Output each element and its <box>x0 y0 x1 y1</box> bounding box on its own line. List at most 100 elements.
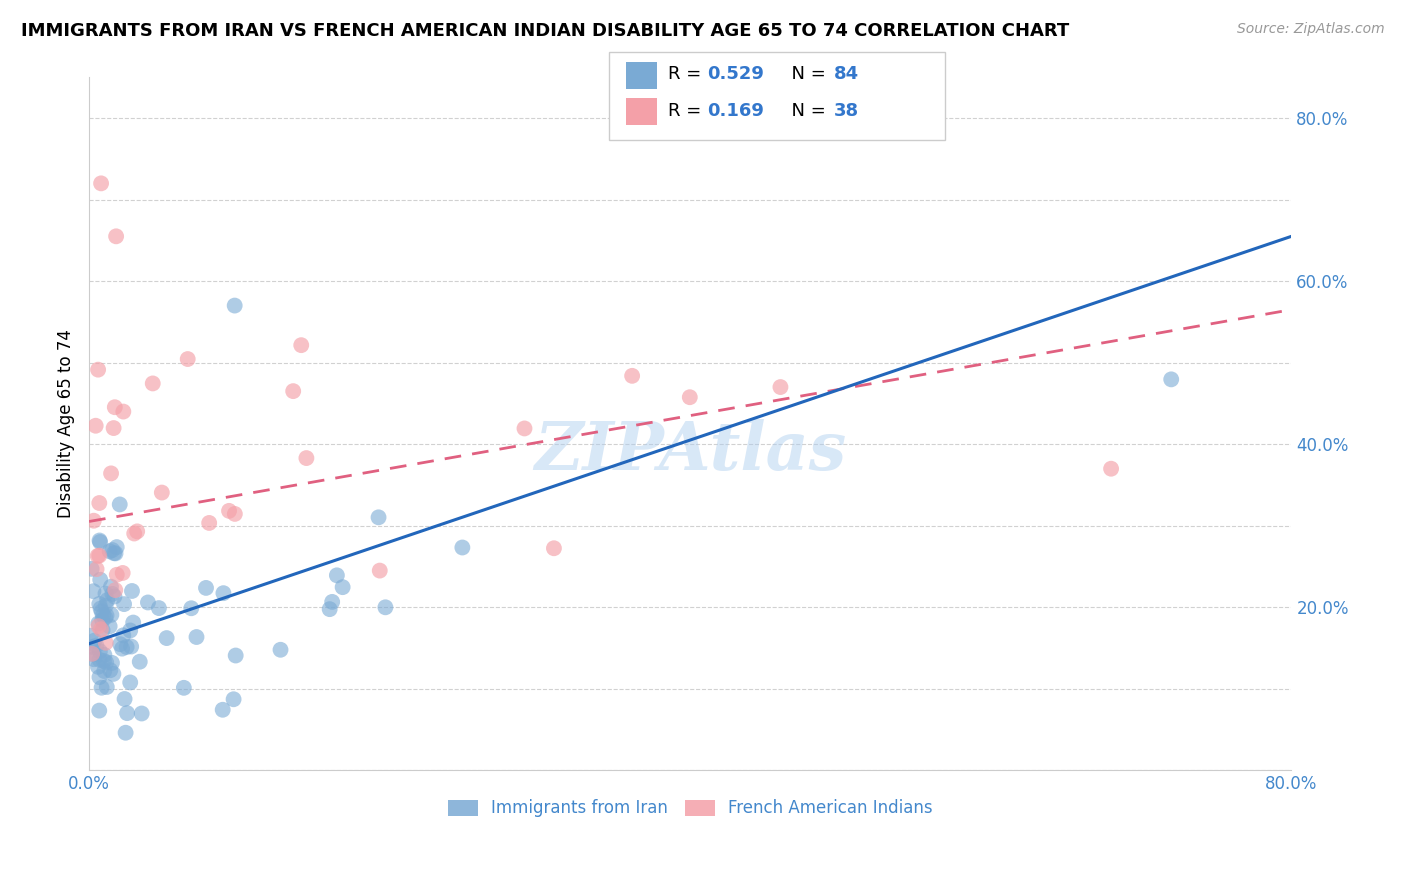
Point <box>111 566 134 580</box>
Point <box>108 637 131 651</box>
Point <box>84 418 107 433</box>
Point <box>148 601 170 615</box>
Point <box>186 630 208 644</box>
Text: Source: ZipAtlas.com: Source: ZipAtlas.com <box>1237 22 1385 37</box>
Point <box>156 631 179 645</box>
Point <box>1099 461 1122 475</box>
Point <box>83 514 105 528</box>
Point <box>218 504 240 518</box>
Point <box>121 584 143 599</box>
Point <box>104 583 127 598</box>
Point <box>105 540 128 554</box>
Point <box>513 421 536 435</box>
Point <box>89 496 111 510</box>
Point <box>90 622 112 636</box>
Point <box>96 593 118 607</box>
Point <box>87 616 110 631</box>
Point <box>87 619 110 633</box>
Point <box>96 680 118 694</box>
Point <box>86 562 108 576</box>
Point <box>89 670 111 684</box>
Text: 84: 84 <box>834 65 859 83</box>
Point <box>90 601 112 615</box>
Point <box>89 653 111 667</box>
Point <box>87 660 110 674</box>
Text: N =: N = <box>780 65 832 83</box>
Point <box>368 564 391 578</box>
Point <box>326 568 349 582</box>
Point <box>270 642 292 657</box>
Point <box>103 590 125 604</box>
Text: IMMIGRANTS FROM IRAN VS FRENCH AMERICAN INDIAN DISABILITY AGE 65 TO 74 CORRELATI: IMMIGRANTS FROM IRAN VS FRENCH AMERICAN … <box>21 22 1070 40</box>
Point <box>198 516 221 530</box>
Point <box>90 605 112 619</box>
Point <box>89 644 111 658</box>
Point <box>127 524 149 539</box>
Point <box>98 663 121 677</box>
Point <box>195 581 218 595</box>
Point <box>96 656 118 670</box>
Point <box>94 636 117 650</box>
Text: 38: 38 <box>834 103 859 120</box>
Point <box>104 546 127 560</box>
Point <box>94 610 117 624</box>
Point <box>679 390 702 404</box>
Point <box>91 613 114 627</box>
Point <box>89 533 111 548</box>
Point <box>91 623 114 637</box>
Point <box>87 362 110 376</box>
Point <box>103 666 125 681</box>
Point <box>101 656 124 670</box>
Point <box>212 586 235 600</box>
Point <box>177 352 200 367</box>
Point <box>100 580 122 594</box>
Point <box>103 546 125 560</box>
Point <box>104 401 127 415</box>
Point <box>332 580 354 594</box>
Point <box>82 640 104 654</box>
Point <box>114 692 136 706</box>
Point <box>90 177 112 191</box>
Point <box>105 229 128 244</box>
Point <box>222 692 245 706</box>
Point <box>142 376 165 391</box>
Point <box>112 628 135 642</box>
Point <box>173 681 195 695</box>
Point <box>90 681 112 695</box>
Point <box>89 704 111 718</box>
Point <box>295 451 318 466</box>
Point <box>108 497 131 511</box>
Point <box>103 421 125 435</box>
Point <box>321 595 343 609</box>
Point <box>86 639 108 653</box>
Point <box>98 619 121 633</box>
Point <box>150 485 173 500</box>
Point <box>543 541 565 556</box>
Point <box>451 541 474 555</box>
Point <box>374 600 396 615</box>
Point <box>89 535 111 549</box>
Legend: Immigrants from Iran, French American Indians: Immigrants from Iran, French American In… <box>441 793 939 824</box>
Point <box>94 599 117 613</box>
Point <box>105 567 128 582</box>
Point <box>79 629 101 643</box>
Point <box>94 586 117 600</box>
Point <box>80 562 103 576</box>
Point <box>115 640 138 654</box>
Point <box>211 703 233 717</box>
Point <box>122 615 145 630</box>
Point <box>283 384 305 398</box>
Point <box>136 595 159 609</box>
Point <box>112 404 135 418</box>
Y-axis label: Disability Age 65 to 74: Disability Age 65 to 74 <box>58 329 75 518</box>
Point <box>367 510 389 524</box>
Point <box>180 601 202 615</box>
Point <box>83 633 105 648</box>
Point <box>112 597 135 611</box>
Point <box>120 640 142 654</box>
Point <box>131 706 153 721</box>
Point <box>114 725 136 739</box>
Point <box>224 299 246 313</box>
Point <box>83 647 105 661</box>
Point <box>100 467 122 481</box>
